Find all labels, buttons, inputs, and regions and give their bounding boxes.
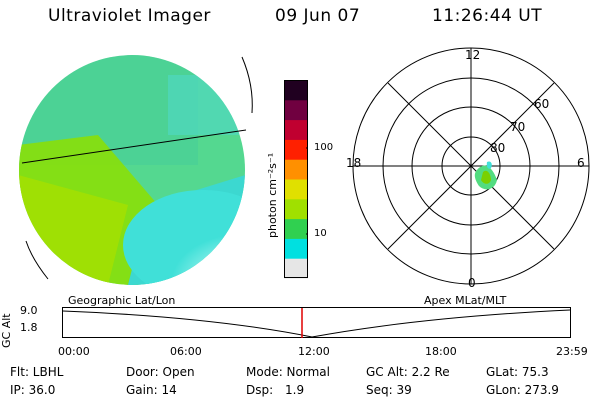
lat-label-70: 70 [510, 120, 526, 134]
colorbar-band [284, 119, 308, 140]
info-glat: GLat: 75.3 [486, 365, 549, 379]
colorbar [284, 80, 308, 279]
timeline-ytick-1-8: 1.8 [20, 321, 38, 334]
info-filter: Flt: LBHL [10, 365, 64, 379]
colorbar-band [284, 80, 308, 101]
altitude-curve [62, 309, 571, 338]
colorbar-tick-100: 100 [314, 142, 334, 153]
info-gc-alt: GC Alt: 2.2 Re [366, 365, 450, 379]
timeline-xtick-0000: 00:00 [58, 345, 90, 358]
colorbar-band [284, 159, 308, 180]
timeline-right-label: Apex MLat/MLT [424, 294, 507, 307]
date-label: 09 Jun 07 [275, 6, 361, 26]
mlt-label-12: 12 [465, 48, 481, 62]
timeline-left-label: Geographic Lat/Lon [68, 294, 176, 307]
info-mode: Mode: Normal [246, 365, 330, 379]
timeline-xtick-2359: 23:59 [556, 345, 588, 358]
info-dsp-label: Dsp: [246, 383, 274, 397]
colorbar-band [284, 179, 308, 200]
info-seq: Seq: 39 [366, 383, 412, 397]
colorbar-tick-10: 10 [314, 228, 327, 239]
timeline-plot [62, 307, 571, 338]
polar-plot [352, 47, 590, 285]
info-gain: Gain: 14 [126, 383, 177, 397]
app-title: Ultraviolet Imager [48, 6, 211, 26]
colorbar-band [284, 258, 308, 279]
time-label: 11:26:44 UT [432, 6, 543, 26]
mlt-label-6: 6 [577, 156, 585, 170]
colorbar-band [284, 218, 308, 239]
colorbar-band [284, 238, 308, 259]
lat-label-80: 80 [490, 141, 506, 155]
info-ip: IP: 36.0 [10, 383, 56, 397]
lat-label-60: 60 [534, 97, 550, 111]
timeline-ytick-9: 9.0 [20, 304, 38, 317]
terminator-line [21, 129, 247, 164]
timeline-xtick-1800: 18:00 [425, 345, 457, 358]
info-dsp-value: 1.9 [285, 383, 305, 397]
colorbar-band [284, 198, 308, 220]
colorbar-band [284, 139, 308, 160]
mlt-label-0: 0 [468, 276, 476, 290]
timeline-xtick-0600: 06:00 [170, 345, 202, 358]
colorbar-band [284, 99, 308, 121]
timeline-xtick-1200: 12:00 [298, 345, 330, 358]
colorbar-unit-label: photon cm⁻²s⁻¹ [266, 152, 279, 238]
timeline-ylabel: GC Alt [0, 313, 13, 348]
mlt-label-18: 18 [346, 156, 362, 170]
info-door: Door: Open [126, 365, 195, 379]
info-glon: GLon: 273.9 [486, 383, 559, 397]
uv-image [19, 55, 253, 285]
